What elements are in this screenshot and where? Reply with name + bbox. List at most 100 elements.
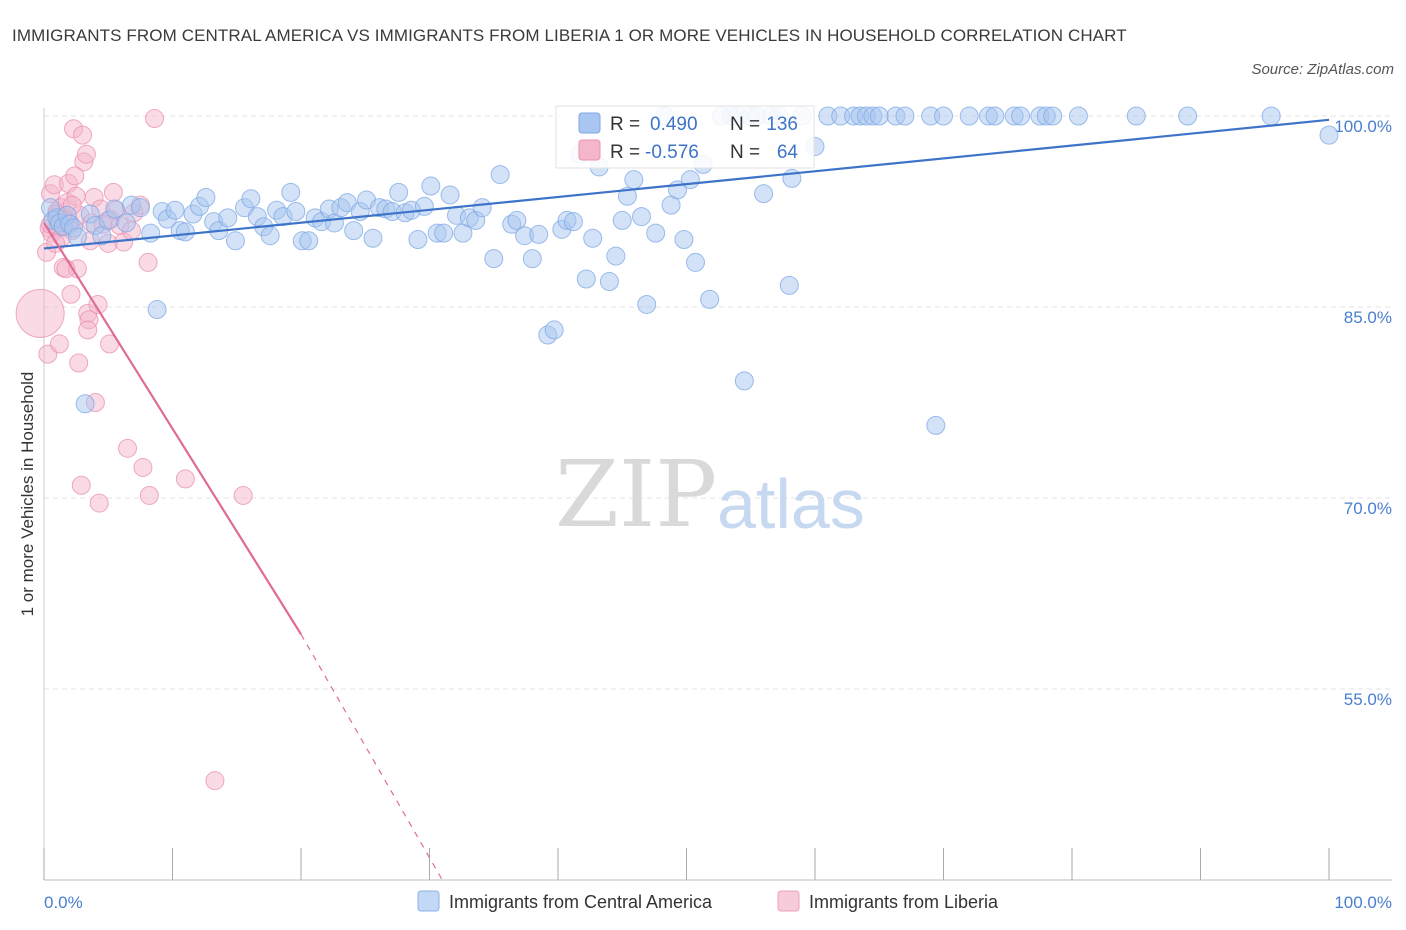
central-america-point-126 bbox=[934, 106, 953, 126]
stats-swatch-pink bbox=[578, 139, 601, 161]
liberia-point-41 bbox=[145, 109, 165, 129]
central-america-point-17 bbox=[130, 198, 150, 218]
central-america-point-75 bbox=[522, 249, 542, 269]
stats-blue-r-value: 0.490 bbox=[650, 114, 698, 135]
trend-lines bbox=[43, 118, 1330, 881]
central-america-point-78 bbox=[544, 320, 564, 340]
watermark: ZIP atlas bbox=[555, 441, 865, 548]
stats-pink-r-label: R = bbox=[610, 142, 640, 163]
liberia-point-43 bbox=[49, 334, 69, 354]
trend-line-central-america bbox=[43, 118, 1330, 250]
y-tick-label-3: 55.0% bbox=[1344, 690, 1392, 709]
liberia-point-44 bbox=[61, 284, 81, 304]
central-america-point-19 bbox=[147, 300, 167, 320]
liberia-point-49 bbox=[65, 166, 85, 186]
y-axis-label: 1 or more Vehicles in Household bbox=[18, 372, 37, 617]
y-tick-label-2: 70.0% bbox=[1344, 499, 1392, 518]
central-america-point-99 bbox=[685, 252, 705, 272]
central-america-point-84 bbox=[583, 228, 603, 248]
liberia-point-52 bbox=[71, 475, 91, 495]
central-america-point-129 bbox=[985, 106, 1005, 126]
liberia-point-40 bbox=[138, 252, 158, 272]
central-america-point-121 bbox=[869, 106, 889, 126]
central-america-point-71 bbox=[490, 165, 510, 185]
watermark-atlas: atlas bbox=[717, 465, 865, 543]
central-america-point-135 bbox=[1068, 106, 1088, 126]
central-america-point-59 bbox=[408, 230, 428, 250]
trend-line-liberia bbox=[43, 222, 302, 635]
liberia-point-46 bbox=[78, 320, 98, 340]
central-america-point-52 bbox=[363, 228, 383, 248]
central-america-point-123 bbox=[895, 106, 915, 126]
source-label: Source: ZipAtlas.com bbox=[1251, 61, 1394, 78]
central-america-point-138 bbox=[1261, 106, 1281, 126]
stats-swatch-blue bbox=[578, 112, 601, 134]
liberia-point-21 bbox=[76, 144, 96, 164]
stats-pink-r-value: -0.576 bbox=[645, 142, 699, 163]
chart-title: IMMIGRANTS FROM CENTRAL AMERICA VS IMMIG… bbox=[12, 26, 1127, 45]
central-america-point-93 bbox=[646, 223, 666, 243]
central-america-point-64 bbox=[440, 185, 460, 205]
liberia-point-0 bbox=[15, 288, 65, 338]
x-tick-label-max: 100.0% bbox=[1334, 893, 1392, 912]
central-america-point-88 bbox=[612, 210, 632, 230]
central-america-point-137 bbox=[1178, 106, 1198, 126]
central-america-point-33 bbox=[241, 189, 261, 209]
central-america-point-8 bbox=[67, 227, 87, 247]
central-america-point-89 bbox=[617, 186, 637, 206]
liberia-point-39 bbox=[133, 457, 153, 477]
central-america-point-134 bbox=[1043, 106, 1063, 126]
central-america-point-81 bbox=[563, 212, 583, 232]
liberia-point-56 bbox=[233, 485, 253, 505]
liberia-point-57 bbox=[205, 771, 225, 791]
series-central-america bbox=[40, 106, 1339, 435]
central-america-point-61 bbox=[421, 176, 441, 196]
legend-label-blue: Immigrants from Central America bbox=[449, 892, 713, 912]
stats-pink-n-label: N = bbox=[730, 142, 760, 163]
central-america-point-27 bbox=[196, 187, 216, 207]
watermark-zip: ZIP bbox=[555, 441, 717, 548]
central-america-point-76 bbox=[529, 224, 549, 244]
central-america-point-83 bbox=[576, 269, 596, 289]
central-america-point-30 bbox=[218, 208, 238, 228]
central-america-point-90 bbox=[624, 170, 644, 190]
central-america-point-87 bbox=[606, 246, 626, 266]
central-america-point-91 bbox=[632, 207, 652, 227]
central-america-point-69 bbox=[472, 198, 492, 218]
central-america-point-139 bbox=[1319, 125, 1339, 145]
legend: Immigrants from Central America Immigran… bbox=[417, 890, 999, 912]
liberia-point-36 bbox=[118, 438, 138, 458]
central-america-point-127 bbox=[959, 106, 979, 126]
stats-pink-n-value: 64 bbox=[777, 142, 799, 163]
stats-blue-n-label: N = bbox=[730, 114, 760, 135]
legend-label-pink: Immigrants from Liberia bbox=[809, 892, 999, 912]
central-america-point-125 bbox=[926, 415, 946, 435]
central-america-point-15 bbox=[116, 213, 136, 233]
central-america-point-97 bbox=[674, 230, 694, 250]
liberia-point-54 bbox=[139, 485, 159, 505]
y-tick-label-0: 100.0% bbox=[1334, 117, 1392, 136]
x-tick-label-min: 0.0% bbox=[44, 893, 83, 912]
central-america-point-73 bbox=[507, 210, 527, 230]
central-america-point-31 bbox=[225, 231, 245, 251]
central-america-point-63 bbox=[434, 223, 454, 243]
central-america-point-92 bbox=[637, 294, 657, 314]
central-america-point-108 bbox=[754, 184, 774, 204]
central-america-point-70 bbox=[484, 249, 504, 269]
central-america-point-56 bbox=[389, 182, 409, 202]
legend-swatch-pink bbox=[777, 890, 800, 912]
central-america-point-131 bbox=[1011, 106, 1031, 126]
stats-blue-n-value: 136 bbox=[766, 114, 798, 135]
y-tick-label-1: 85.0% bbox=[1344, 308, 1392, 327]
central-america-point-9 bbox=[75, 394, 95, 414]
y-tick-labels: 100.0% 85.0% 70.0% 55.0% bbox=[1334, 117, 1392, 709]
central-america-point-60 bbox=[414, 196, 434, 216]
trend-line-liberia-extension bbox=[300, 633, 443, 881]
central-america-point-105 bbox=[734, 371, 754, 391]
central-america-point-22 bbox=[165, 200, 185, 220]
liberia-point-55 bbox=[175, 469, 195, 489]
central-america-point-101 bbox=[700, 289, 720, 309]
central-america-point-42 bbox=[299, 231, 319, 251]
stats-blue-r-label: R = bbox=[610, 114, 640, 135]
